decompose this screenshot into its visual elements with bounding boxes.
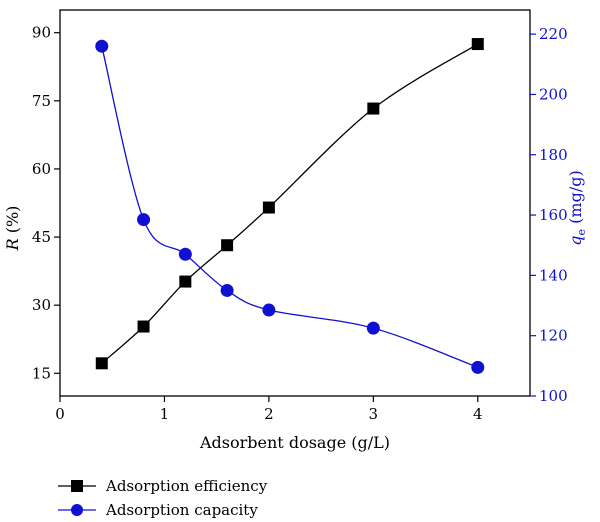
- data-point-efficiency: [262, 201, 275, 214]
- data-point-efficiency: [95, 357, 108, 370]
- x-tick-label: 0: [55, 405, 65, 423]
- y-left-tick-label: 90: [32, 24, 51, 42]
- data-point-capacity: [220, 283, 234, 297]
- y-right-axis-var: q: [566, 235, 585, 245]
- plot-frame: [59, 9, 531, 397]
- data-point-capacity: [137, 213, 151, 227]
- legend: Adsorption efficiency Adsorption capacit…: [58, 477, 268, 519]
- data-point-efficiency: [367, 102, 380, 115]
- series-line-efficiency: [101, 43, 479, 364]
- x-tick-label: 1: [160, 405, 170, 423]
- data-point-capacity: [471, 360, 485, 374]
- y-right-tick-label: 220: [539, 25, 568, 43]
- x-tick-label: 4: [473, 405, 483, 423]
- y-right-tick-label: 200: [539, 85, 568, 103]
- data-point-capacity: [262, 303, 276, 317]
- data-point-efficiency: [221, 239, 234, 252]
- y-right-tick-label: 180: [539, 146, 568, 164]
- x-tick-label: 3: [369, 405, 379, 423]
- x-axis-title: Adsorbent dosage (g/L): [199, 433, 390, 452]
- y-right-tick-label: 100: [539, 387, 568, 405]
- y-left-tick-label: 15: [32, 364, 51, 382]
- y-right-tick-label: 120: [539, 327, 568, 345]
- y-right-axis-unit: (mg/g): [566, 170, 585, 224]
- series-line-capacity: [101, 46, 479, 368]
- y-left-tick-label: 75: [32, 92, 51, 110]
- y-left-tick-label: 60: [32, 160, 51, 178]
- data-point-capacity: [178, 247, 192, 261]
- x-tick-label: 2: [264, 405, 274, 423]
- legend-marker-efficiency: [71, 480, 83, 492]
- data-point-efficiency: [137, 320, 150, 333]
- y-right-tick-label: 140: [539, 266, 568, 284]
- legend-item-capacity: Adsorption capacity: [58, 501, 258, 519]
- y-right-axis-title: qe (mg/g): [566, 170, 588, 245]
- legend-marker-capacity: [71, 504, 83, 516]
- data-point-efficiency: [471, 38, 484, 51]
- legend-item-efficiency: Adsorption efficiency: [58, 477, 268, 495]
- data-point-capacity: [366, 321, 380, 335]
- y-left-axis-unit: (%): [3, 206, 22, 234]
- data-point-capacity: [95, 39, 109, 53]
- y-right-axis-sub: e: [575, 229, 588, 236]
- y-right-tick-label: 160: [539, 206, 568, 224]
- legend-label-capacity: Adsorption capacity: [105, 501, 258, 519]
- y-left-tick-label: 45: [32, 228, 51, 246]
- data-point-efficiency: [179, 275, 192, 288]
- y-left-axis-title: R (%): [3, 206, 22, 252]
- y-left-tick-label: 30: [32, 296, 51, 314]
- plot-area: [95, 38, 485, 374]
- y-left-axis-var: R: [3, 238, 22, 251]
- legend-label-efficiency: Adsorption efficiency: [105, 477, 268, 495]
